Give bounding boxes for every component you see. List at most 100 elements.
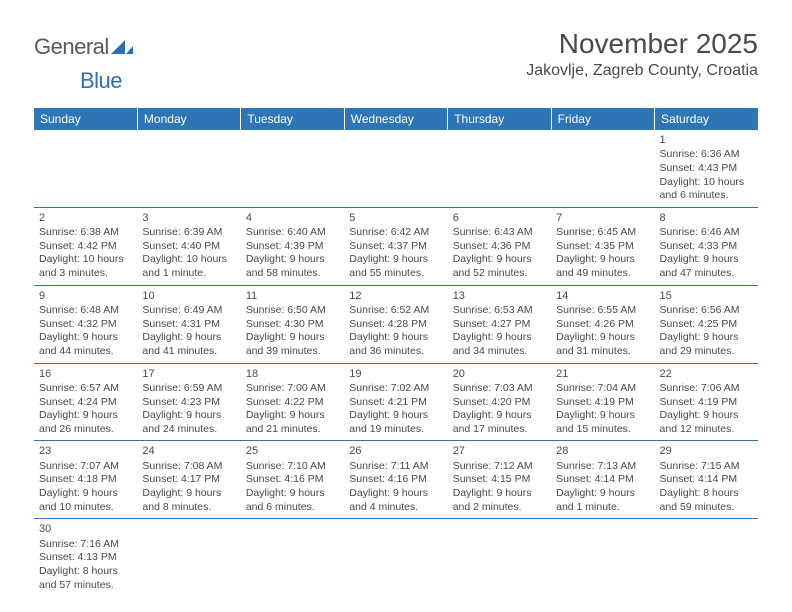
day-number: 12 — [349, 289, 442, 303]
sunrise-text: Sunrise: 6:45 AM — [556, 226, 649, 240]
daylight-text: Daylight: 9 hours — [453, 487, 546, 501]
calendar-cell: 22Sunrise: 7:06 AMSunset: 4:19 PMDayligh… — [655, 363, 758, 441]
sunset-text: Sunset: 4:17 PM — [142, 473, 235, 487]
daylight-text: and 10 minutes. — [39, 501, 132, 515]
sunset-text: Sunset: 4:19 PM — [556, 396, 649, 410]
daylight-text: Daylight: 9 hours — [246, 409, 339, 423]
calendar-cell: 4Sunrise: 6:40 AMSunset: 4:39 PMDaylight… — [241, 207, 344, 285]
day-number: 21 — [556, 367, 649, 381]
weekday-header: Saturday — [655, 108, 758, 130]
daylight-text: Daylight: 9 hours — [349, 253, 442, 267]
sunset-text: Sunset: 4:22 PM — [246, 396, 339, 410]
sunrise-text: Sunrise: 7:15 AM — [660, 460, 753, 474]
daylight-text: and 55 minutes. — [349, 267, 442, 281]
calendar-cell: 16Sunrise: 6:57 AMSunset: 4:24 PMDayligh… — [34, 363, 137, 441]
calendar-week-row: 30Sunrise: 7:16 AMSunset: 4:13 PMDayligh… — [34, 519, 758, 596]
calendar-cell: 11Sunrise: 6:50 AMSunset: 4:30 PMDayligh… — [241, 285, 344, 363]
sunrise-text: Sunrise: 6:57 AM — [39, 382, 132, 396]
calendar-cell-empty — [34, 130, 137, 207]
weekday-header: Thursday — [448, 108, 551, 130]
sunrise-text: Sunrise: 6:42 AM — [349, 226, 442, 240]
calendar-week-row: 16Sunrise: 6:57 AMSunset: 4:24 PMDayligh… — [34, 363, 758, 441]
day-number: 22 — [660, 367, 753, 381]
calendar-head: SundayMondayTuesdayWednesdayThursdayFrid… — [34, 108, 758, 130]
sunset-text: Sunset: 4:36 PM — [453, 240, 546, 254]
day-number: 5 — [349, 211, 442, 225]
daylight-text: Daylight: 9 hours — [660, 331, 753, 345]
daylight-text: and 17 minutes. — [453, 423, 546, 437]
day-number: 10 — [142, 289, 235, 303]
daylight-text: Daylight: 9 hours — [246, 331, 339, 345]
daylight-text: Daylight: 8 hours — [660, 487, 753, 501]
sunrise-text: Sunrise: 6:40 AM — [246, 226, 339, 240]
sunset-text: Sunset: 4:31 PM — [142, 318, 235, 332]
calendar-cell: 3Sunrise: 6:39 AMSunset: 4:40 PMDaylight… — [137, 207, 240, 285]
calendar-cell: 24Sunrise: 7:08 AMSunset: 4:17 PMDayligh… — [137, 441, 240, 519]
daylight-text: and 31 minutes. — [556, 345, 649, 359]
day-number: 9 — [39, 289, 132, 303]
sunset-text: Sunset: 4:15 PM — [453, 473, 546, 487]
day-number: 2 — [39, 211, 132, 225]
daylight-text: and 41 minutes. — [142, 345, 235, 359]
sunrise-text: Sunrise: 6:56 AM — [660, 304, 753, 318]
day-number: 28 — [556, 444, 649, 458]
daylight-text: and 29 minutes. — [660, 345, 753, 359]
weekday-header: Sunday — [34, 108, 137, 130]
day-number: 7 — [556, 211, 649, 225]
sunset-text: Sunset: 4:24 PM — [39, 396, 132, 410]
daylight-text: and 44 minutes. — [39, 345, 132, 359]
day-number: 23 — [39, 444, 132, 458]
sunrise-text: Sunrise: 7:00 AM — [246, 382, 339, 396]
calendar-cell-empty — [344, 130, 447, 207]
sunrise-text: Sunrise: 6:46 AM — [660, 226, 753, 240]
daylight-text: and 59 minutes. — [660, 501, 753, 515]
sunrise-text: Sunrise: 6:49 AM — [142, 304, 235, 318]
calendar-week-row: 2Sunrise: 6:38 AMSunset: 4:42 PMDaylight… — [34, 207, 758, 285]
calendar-cell-empty — [551, 519, 654, 596]
daylight-text: and 47 minutes. — [660, 267, 753, 281]
sunrise-text: Sunrise: 7:07 AM — [39, 460, 132, 474]
daylight-text: and 39 minutes. — [246, 345, 339, 359]
sunset-text: Sunset: 4:14 PM — [660, 473, 753, 487]
calendar-body: 1Sunrise: 6:36 AMSunset: 4:43 PMDaylight… — [34, 130, 758, 596]
sunset-text: Sunset: 4:19 PM — [660, 396, 753, 410]
calendar-cell: 6Sunrise: 6:43 AMSunset: 4:36 PMDaylight… — [448, 207, 551, 285]
calendar-cell: 1Sunrise: 6:36 AMSunset: 4:43 PMDaylight… — [655, 130, 758, 207]
day-number: 18 — [246, 367, 339, 381]
sunset-text: Sunset: 4:27 PM — [453, 318, 546, 332]
calendar-cell: 2Sunrise: 6:38 AMSunset: 4:42 PMDaylight… — [34, 207, 137, 285]
day-number: 1 — [660, 133, 753, 147]
calendar-table: SundayMondayTuesdayWednesdayThursdayFrid… — [34, 108, 758, 596]
daylight-text: and 1 minute. — [142, 267, 235, 281]
weekday-header: Monday — [137, 108, 240, 130]
sunrise-text: Sunrise: 7:16 AM — [39, 538, 132, 552]
calendar-cell: 20Sunrise: 7:03 AMSunset: 4:20 PMDayligh… — [448, 363, 551, 441]
sunrise-text: Sunrise: 6:50 AM — [246, 304, 339, 318]
daylight-text: Daylight: 9 hours — [39, 409, 132, 423]
weekday-header: Tuesday — [241, 108, 344, 130]
calendar-cell: 18Sunrise: 7:00 AMSunset: 4:22 PMDayligh… — [241, 363, 344, 441]
daylight-text: and 24 minutes. — [142, 423, 235, 437]
daylight-text: and 6 minutes. — [246, 501, 339, 515]
sunset-text: Sunset: 4:21 PM — [349, 396, 442, 410]
sunrise-text: Sunrise: 7:02 AM — [349, 382, 442, 396]
calendar-cell: 5Sunrise: 6:42 AMSunset: 4:37 PMDaylight… — [344, 207, 447, 285]
daylight-text: Daylight: 9 hours — [556, 331, 649, 345]
calendar-cell: 13Sunrise: 6:53 AMSunset: 4:27 PMDayligh… — [448, 285, 551, 363]
daylight-text: and 15 minutes. — [556, 423, 649, 437]
daylight-text: and 49 minutes. — [556, 267, 649, 281]
weekday-row: SundayMondayTuesdayWednesdayThursdayFrid… — [34, 108, 758, 130]
page-header: GeneralBlue November 2025 Jakovlje, Zagr… — [0, 0, 792, 102]
sunset-text: Sunset: 4:39 PM — [246, 240, 339, 254]
daylight-text: Daylight: 10 hours — [142, 253, 235, 267]
day-number: 17 — [142, 367, 235, 381]
sunset-text: Sunset: 4:16 PM — [246, 473, 339, 487]
daylight-text: Daylight: 9 hours — [453, 331, 546, 345]
daylight-text: and 21 minutes. — [246, 423, 339, 437]
daylight-text: Daylight: 9 hours — [39, 487, 132, 501]
daylight-text: and 4 minutes. — [349, 501, 442, 515]
sunset-text: Sunset: 4:43 PM — [660, 162, 753, 176]
sunrise-text: Sunrise: 6:52 AM — [349, 304, 442, 318]
calendar-cell: 25Sunrise: 7:10 AMSunset: 4:16 PMDayligh… — [241, 441, 344, 519]
sunset-text: Sunset: 4:40 PM — [142, 240, 235, 254]
